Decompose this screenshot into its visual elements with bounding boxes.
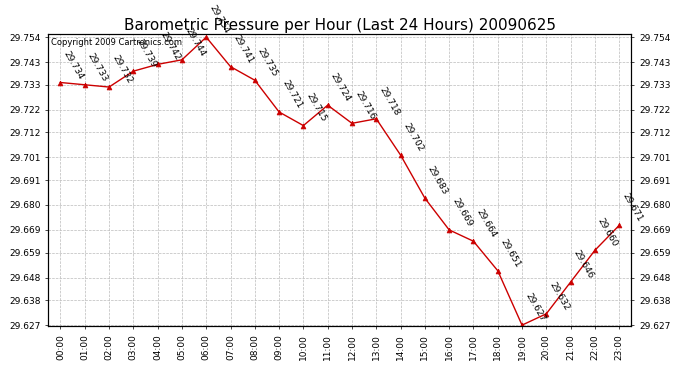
- Text: 29.744: 29.744: [183, 27, 206, 58]
- Text: 29.742: 29.742: [159, 31, 182, 63]
- Text: 29.724: 29.724: [329, 72, 353, 104]
- Text: 29.683: 29.683: [426, 165, 450, 196]
- Text: 29.754: 29.754: [208, 4, 231, 35]
- Text: 29.721: 29.721: [280, 78, 304, 110]
- Text: 29.732: 29.732: [110, 54, 134, 85]
- Text: 29.716: 29.716: [353, 90, 377, 122]
- Title: Barometric Pressure per Hour (Last 24 Hours) 20090625: Barometric Pressure per Hour (Last 24 Ho…: [124, 18, 556, 33]
- Text: 29.627: 29.627: [523, 292, 546, 323]
- Text: 29.646: 29.646: [572, 249, 595, 280]
- Text: 29.669: 29.669: [451, 196, 474, 228]
- Text: 29.734: 29.734: [61, 49, 85, 81]
- Text: 29.733: 29.733: [86, 51, 110, 83]
- Text: 29.715: 29.715: [304, 92, 328, 124]
- Text: 29.664: 29.664: [475, 208, 498, 239]
- Text: 29.741: 29.741: [232, 33, 255, 65]
- Text: 29.735: 29.735: [256, 46, 279, 78]
- Text: 29.739: 29.739: [135, 38, 158, 69]
- Text: 29.660: 29.660: [596, 217, 620, 249]
- Text: 29.671: 29.671: [620, 192, 644, 224]
- Text: 29.702: 29.702: [402, 122, 425, 153]
- Text: 29.632: 29.632: [548, 280, 571, 312]
- Text: Copyright 2009 Cartronics.com: Copyright 2009 Cartronics.com: [51, 38, 182, 47]
- Text: 29.718: 29.718: [377, 85, 401, 117]
- Text: 29.651: 29.651: [499, 237, 522, 269]
